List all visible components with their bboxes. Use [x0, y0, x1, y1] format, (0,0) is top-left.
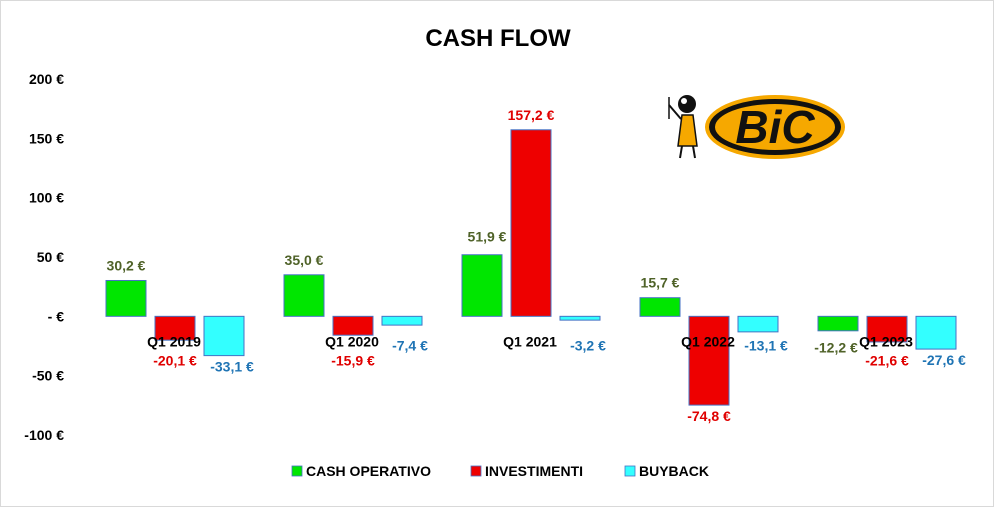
chart-title: CASH FLOW [425, 25, 571, 52]
bar-cash-operativo [639, 297, 681, 317]
y-tick-label: -100 € [24, 427, 64, 443]
y-tick-label: 100 € [29, 190, 64, 206]
data-label-investimenti: -21,6 € [865, 352, 909, 368]
bar-investimenti [688, 315, 730, 406]
y-tick-label: 50 € [37, 249, 64, 265]
bar-buyback [559, 315, 601, 321]
data-label-buyback: -27,6 € [922, 352, 966, 368]
bar-cash-operativo [817, 315, 859, 332]
bic-logo: BiC [668, 95, 845, 159]
bar-cash-operativo [461, 254, 503, 317]
data-label-investimenti: -15,9 € [331, 352, 375, 368]
category-label: Q1 2020 [325, 333, 379, 349]
legend-label-buyback: BUYBACK [639, 463, 709, 479]
data-label-investimenti: -74,8 € [687, 408, 731, 424]
bar-buyback [915, 315, 957, 350]
bar-cash-operativo [105, 279, 147, 317]
bar-buyback [737, 315, 779, 333]
bar-investimenti [332, 315, 374, 336]
data-label-cash-operativo: 30,2 € [107, 257, 146, 273]
bic-boy-mascot-icon [668, 95, 698, 159]
data-label-buyback: -33,1 € [210, 359, 254, 375]
legend-swatch-buyback [624, 465, 636, 477]
y-tick-label: 200 € [29, 71, 64, 87]
legend-swatch-investimenti [470, 465, 482, 477]
bar-cash-operativo [283, 274, 325, 317]
data-label-buyback: -7,4 € [392, 337, 428, 353]
y-axis: 200 € 150 € 100 € 50 € - € -50 € -100 € [24, 71, 64, 443]
bars-group [105, 129, 957, 406]
legend: CASH OPERATIVO INVESTIMENTI BUYBACK [291, 463, 709, 479]
data-label-cash-operativo: -12,2 € [814, 339, 858, 355]
category-label: Q1 2021 [503, 333, 557, 349]
bar-buyback [381, 315, 423, 326]
data-label-investimenti: -20,1 € [153, 352, 197, 368]
bic-wordmark: BiC [705, 95, 845, 159]
category-label: Q1 2019 [147, 333, 201, 349]
y-tick-label: 150 € [29, 130, 64, 146]
y-tick-label: - € [48, 308, 65, 324]
category-labels: Q1 2019 Q1 2020 Q1 2021 Q1 2022 Q1 2023 [147, 333, 913, 349]
bar-buyback [203, 315, 245, 357]
data-label-buyback: -13,1 € [744, 337, 788, 353]
data-label-cash-operativo: 35,0 € [285, 252, 324, 268]
legend-label-investimenti: INVESTIMENTI [485, 463, 583, 479]
data-label-buyback: -3,2 € [570, 337, 606, 353]
data-label-investimenti: 157,2 € [508, 107, 555, 123]
data-labels: 30,2 € -20,1 € -33,1 € 35,0 € -15,9 € -7,4 € 5… [107, 107, 966, 424]
bar-investimenti [510, 129, 552, 317]
data-label-cash-operativo: 15,7 € [641, 275, 680, 291]
category-label: Q1 2023 [859, 333, 913, 349]
category-label: Q1 2022 [681, 333, 735, 349]
legend-swatch-cash-operativo [291, 465, 303, 477]
bar-investimenti [866, 315, 908, 343]
legend-label-cash-operativo: CASH OPERATIVO [306, 463, 431, 479]
data-label-cash-operativo: 51,9 € [468, 229, 507, 245]
bar-investimenti [154, 315, 196, 341]
logo-text: BiC [735, 101, 815, 153]
y-tick-label: -50 € [32, 368, 64, 384]
